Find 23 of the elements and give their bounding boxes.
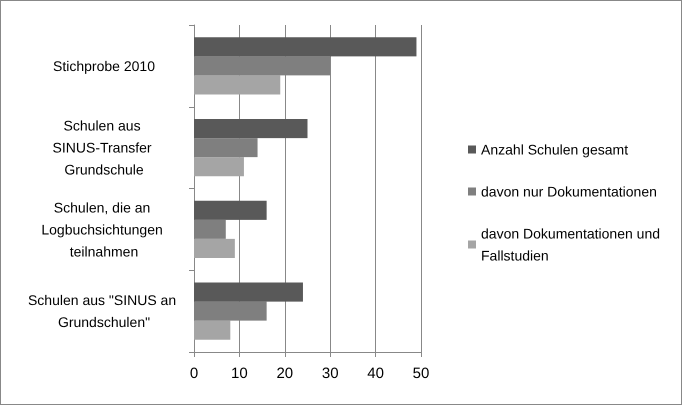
bar <box>194 320 230 340</box>
bar <box>194 157 244 176</box>
bar <box>194 220 226 239</box>
bar <box>194 238 235 258</box>
legend-label: davon Dokumentationen und Fallstudien <box>481 226 664 264</box>
bar <box>194 200 267 220</box>
x-tick-label: 30 <box>322 365 339 382</box>
bar <box>194 138 258 158</box>
legend-label: davon nur Dokumentationen <box>481 184 657 200</box>
bar <box>194 282 303 302</box>
bar <box>194 119 308 138</box>
y-tick-label: Schulen aus SINUS-Transfer Grundschule <box>52 118 156 178</box>
bar <box>194 37 416 56</box>
x-tick-label: 50 <box>412 365 430 382</box>
bar <box>194 75 280 94</box>
legend-label: Anzahl Schulen gesamt <box>481 142 628 158</box>
y-tick-label: Schulen, die an Logbuchsichtungen teilnahmen <box>41 199 167 260</box>
y-tick-label: Stichprobe 2010 <box>53 58 156 74</box>
x-tick-label: 20 <box>276 365 294 382</box>
x-tick-label: 40 <box>367 365 384 382</box>
x-tick-label: 10 <box>231 365 248 382</box>
x-tick-label: 0 <box>190 365 198 382</box>
y-tick-label: Schulen aus "SINUS an Grundschulen" <box>28 292 180 330</box>
